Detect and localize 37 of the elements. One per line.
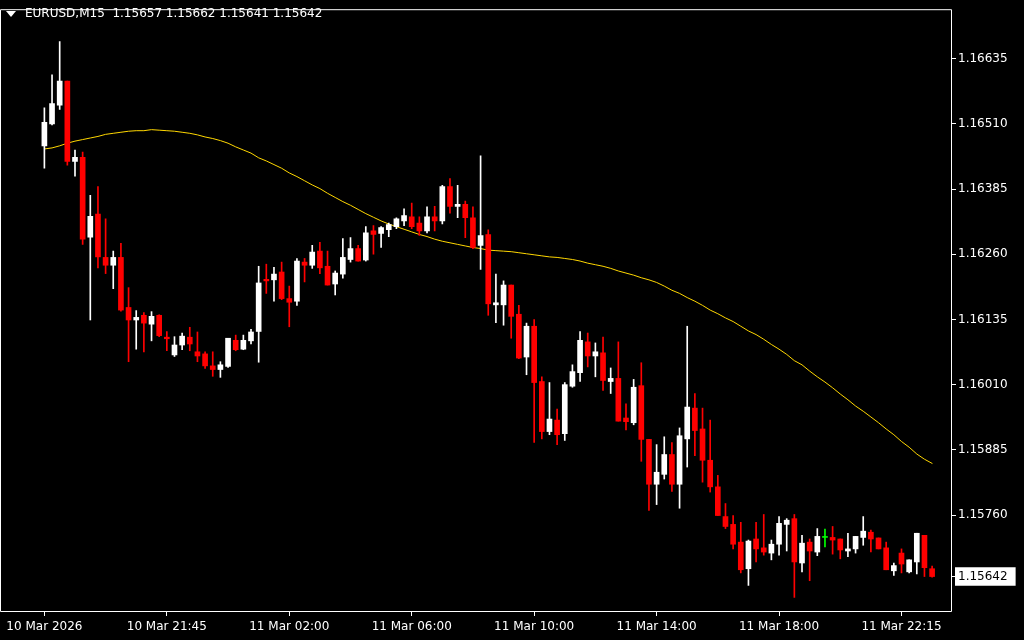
candlestick [133, 310, 140, 350]
x-tick-label: 11 Mar 14:00 [616, 619, 697, 634]
y-tick-label: 1.15642 [958, 568, 1008, 583]
y-tick-label: 1.16135 [958, 311, 1008, 326]
candlestick [753, 521, 759, 563]
candlestick [286, 285, 293, 328]
candlestick [493, 273, 499, 323]
x-tick-label: 11 Mar 10:00 [494, 619, 575, 634]
y-tick-label: 1.15885 [958, 441, 1008, 456]
x-tick-label: 10 Mar 21:45 [126, 619, 207, 634]
candlestick [271, 266, 277, 302]
candlestick [607, 367, 614, 394]
x-tick-label: 11 Mar 06:00 [371, 619, 452, 634]
candlestick [822, 528, 828, 548]
y-tick-label: 1.16010 [958, 376, 1008, 391]
candlestick [110, 250, 117, 290]
y-tick-label: 1.16260 [958, 246, 1008, 261]
candlestick [431, 205, 438, 232]
y-tick-label: 1.15760 [958, 507, 1008, 522]
x-tick-label: 11 Mar 22:15 [861, 619, 942, 634]
candlestick [783, 518, 790, 552]
x-tick-label: 11 Mar 18:00 [738, 619, 820, 634]
candlestick [141, 312, 147, 353]
y-tick-label: 1.16385 [958, 181, 1008, 196]
candlestick [87, 195, 94, 321]
candlestick [209, 351, 216, 377]
y-tick-label: 1.16510 [958, 116, 1008, 131]
candlestick [263, 263, 270, 294]
x-tick-label: 11 Mar 02:00 [249, 619, 330, 634]
candlestick [164, 331, 170, 352]
candlestick [623, 403, 629, 431]
x-tick-label: 10 Mar 2026 [6, 619, 83, 634]
candlestick [72, 149, 78, 177]
y-tick-label: 1.16635 [958, 50, 1008, 65]
chart-title: EURUSD,M15 1.15657 1.15662 1.15641 1.15642 [25, 6, 323, 21]
candlestick [860, 516, 867, 546]
candlestick [684, 325, 691, 468]
